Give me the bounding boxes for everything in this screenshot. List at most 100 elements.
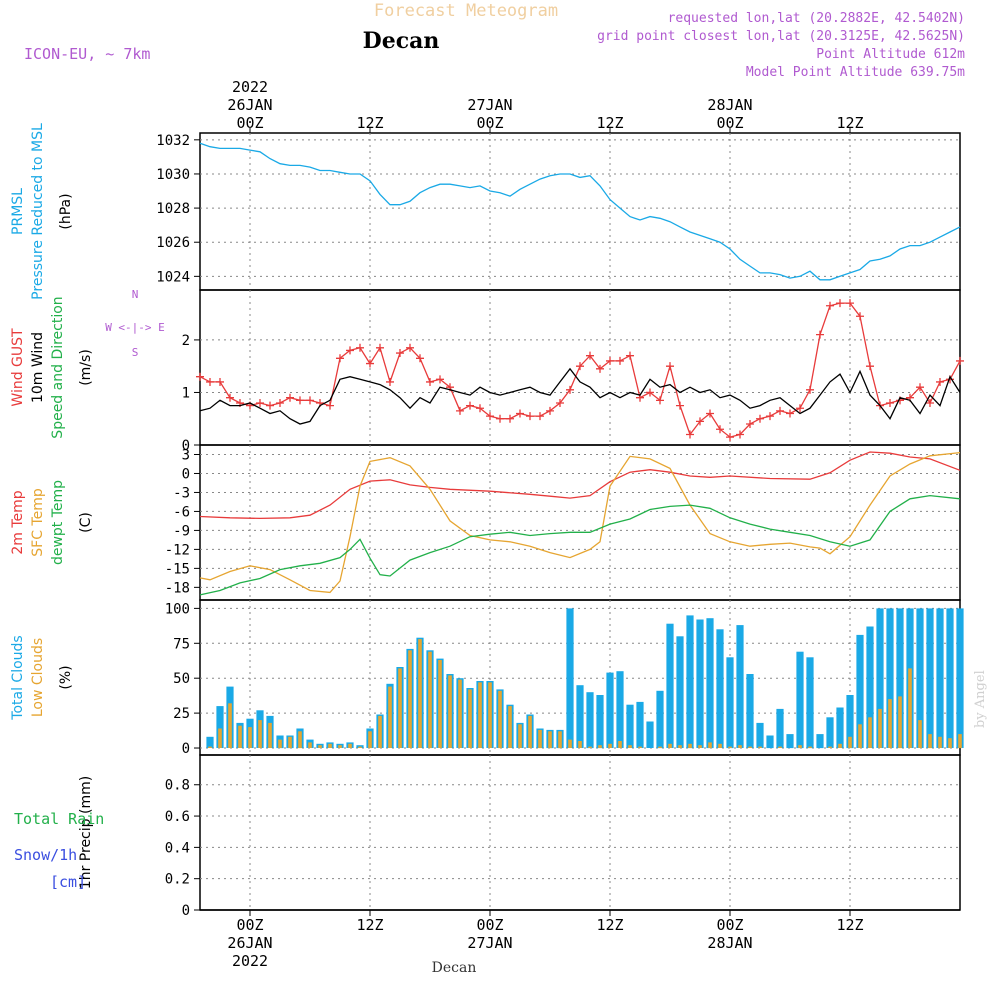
wind-compass-s: S xyxy=(132,346,139,359)
clouds-bar xyxy=(368,731,372,749)
clouds-bar xyxy=(826,717,834,748)
wind-gust-marker xyxy=(736,430,744,439)
wind-gust-marker xyxy=(546,406,554,415)
wind-gust-marker xyxy=(286,393,294,402)
clouds-bar xyxy=(938,736,942,748)
wind-gust-marker xyxy=(686,430,694,439)
wind-ytick-label: 2 xyxy=(182,333,190,349)
clouds-bar xyxy=(278,739,282,748)
clouds-ytick-label: 50 xyxy=(173,671,190,687)
clouds-bar xyxy=(328,743,332,748)
clouds-bar xyxy=(836,707,844,748)
clouds-bar xyxy=(708,742,712,748)
wind-gust-marker xyxy=(706,409,714,418)
clouds-bar xyxy=(596,695,604,749)
clouds-bar xyxy=(518,724,522,748)
clouds-bar xyxy=(798,745,802,748)
wind-gust-marker xyxy=(346,346,354,355)
wind-gust-marker xyxy=(226,393,234,402)
clouds-bar xyxy=(348,743,352,748)
clouds-bar xyxy=(948,738,952,748)
temperature-unit: (C) xyxy=(78,512,94,533)
wind-gust-marker xyxy=(376,343,384,352)
clouds-bar xyxy=(208,746,212,748)
clouds-bar xyxy=(866,626,874,748)
watermark: by Angel xyxy=(973,670,988,728)
wind-gust-marker xyxy=(646,388,654,397)
wind-gust-marker xyxy=(606,356,614,365)
clouds-bar xyxy=(528,715,532,748)
precip-unit: 1hr Precip (mm) xyxy=(78,776,94,889)
wind-gust-marker xyxy=(296,396,304,405)
wind-gust-marker xyxy=(266,401,274,410)
clouds-bar xyxy=(728,746,732,748)
clouds-bar xyxy=(508,706,512,748)
wind-gust-marker xyxy=(466,401,474,410)
clouds-bar xyxy=(228,703,232,748)
model-altitude: Model Point Altitude 639.75m xyxy=(746,65,965,80)
clouds-bar xyxy=(858,724,862,748)
clouds-bar xyxy=(478,682,482,748)
wind-compass-n: N xyxy=(132,288,139,301)
wind-gust-marker xyxy=(866,362,874,371)
clouds-bar xyxy=(946,608,954,748)
clouds-bar xyxy=(908,668,912,748)
wind-gust-marker xyxy=(626,351,634,360)
wind-gust-marker xyxy=(716,425,724,434)
clouds-bar xyxy=(718,743,722,748)
clouds-bar xyxy=(568,739,572,748)
clouds-bar xyxy=(538,729,542,749)
wind-gust-marker xyxy=(396,349,404,358)
precip-ytick-label: 0.2 xyxy=(165,872,190,888)
clouds-bar xyxy=(778,746,782,748)
temperature-panel: 3 0 -3 -6 -9 -12 -15 -18 2m Temp SFC Temp dewpt Te… xyxy=(10,444,961,601)
precip-ytick-label: 0.8 xyxy=(165,778,190,794)
time-tick-label: 00Z xyxy=(716,114,743,132)
time-date-label: 27JAN xyxy=(467,96,512,114)
temperature-ytick-label: -9 xyxy=(173,523,190,539)
wind-gust-marker xyxy=(276,398,284,407)
wind-gust-marker xyxy=(596,364,604,373)
clouds-bar xyxy=(676,636,684,748)
meteogram-title: Forecast Meteogram xyxy=(374,1,558,21)
precip-ytick-label: 0.4 xyxy=(165,840,190,856)
clouds-bar xyxy=(318,745,322,748)
clouds-bar xyxy=(886,608,894,748)
time-tick-label: 12Z xyxy=(836,916,863,934)
wind-gust-marker xyxy=(616,356,624,365)
pressure-ytick-label: 1026 xyxy=(156,235,190,251)
precip-frame xyxy=(199,754,961,911)
wind-gust-marker xyxy=(796,404,804,413)
clouds-bar xyxy=(746,674,754,748)
wind-gust-marker xyxy=(426,377,434,386)
wind-gust-marker xyxy=(366,359,374,368)
time-year-label: 2022 xyxy=(232,78,268,96)
clouds-bar xyxy=(428,651,432,749)
wind-gust-marker xyxy=(476,404,484,413)
time-date-label: 28JAN xyxy=(707,96,752,114)
wind-gust-marker xyxy=(526,412,534,421)
time-year-label: 2022 xyxy=(232,952,268,970)
wind-gust-marker xyxy=(336,354,344,363)
precip-ytick-label: 0 xyxy=(182,903,190,919)
clouds-bar xyxy=(766,735,774,749)
clouds-unit: (%) xyxy=(58,665,74,689)
clouds-bar xyxy=(598,745,602,748)
clouds-bar xyxy=(638,746,642,748)
wind-gust-marker xyxy=(306,396,314,405)
clouds-bar xyxy=(748,746,752,748)
wind-gust-marker xyxy=(516,409,524,418)
wind-gust-marker xyxy=(726,433,734,442)
clouds-bar xyxy=(298,731,302,749)
wind-gust-marker xyxy=(406,343,414,352)
wind-gust-marker xyxy=(696,417,704,426)
clouds-bar xyxy=(838,743,842,748)
wind-gust-marker xyxy=(856,312,864,321)
time-date-label: 26JAN xyxy=(227,934,272,952)
clouds-bar xyxy=(806,657,814,749)
clouds-bar xyxy=(898,696,902,749)
clouds-bar xyxy=(398,668,402,748)
clouds-bar xyxy=(786,734,794,749)
